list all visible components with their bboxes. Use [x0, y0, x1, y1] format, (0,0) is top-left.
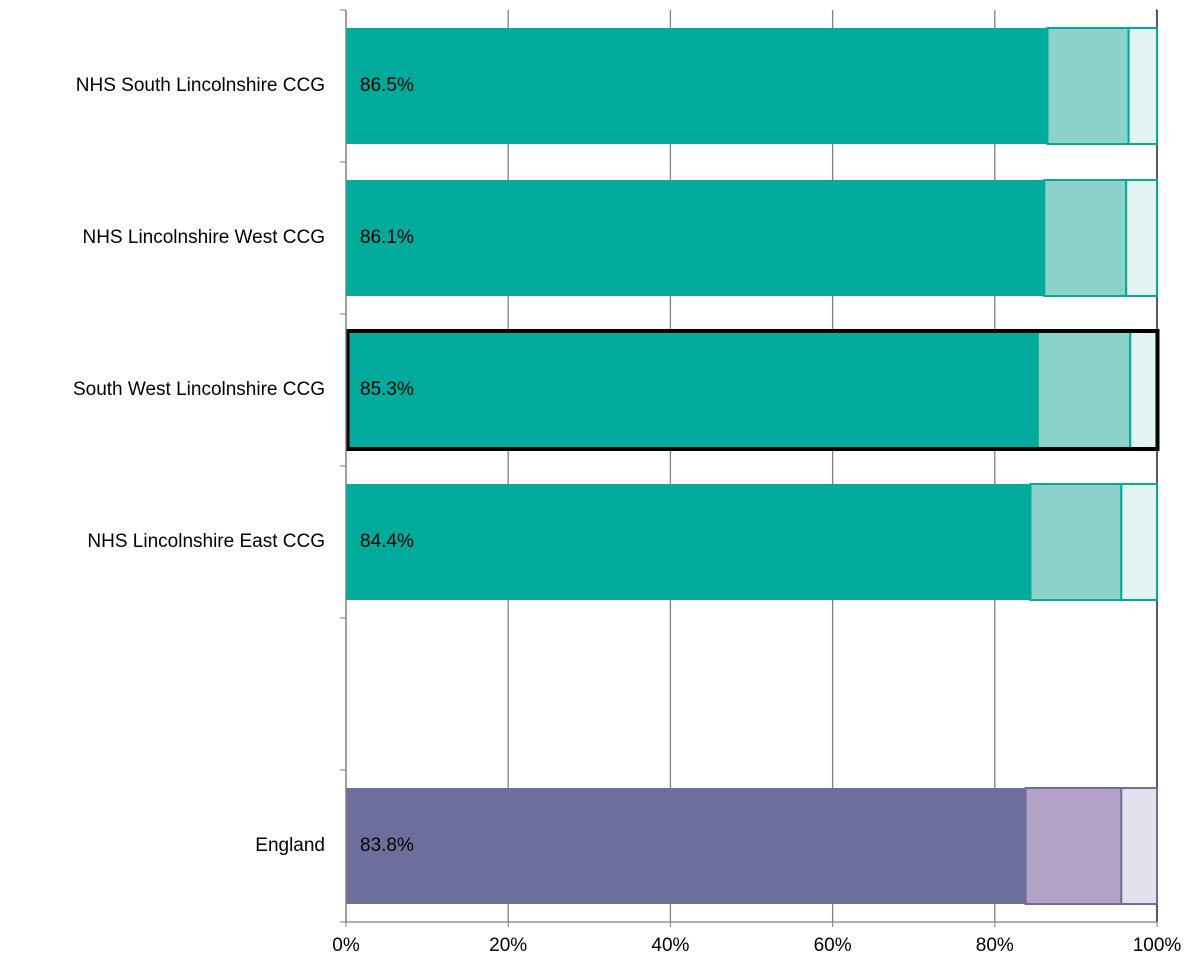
bar-segment: [1129, 331, 1159, 449]
bar-segment: [346, 180, 1045, 296]
bar-segment: [346, 28, 1048, 144]
x-tick-label: 20%: [489, 935, 527, 956]
x-tick-label: 60%: [814, 935, 852, 956]
category-label: England: [255, 835, 325, 856]
bar-segment: [1043, 179, 1128, 297]
data-label: 84.4%: [360, 531, 414, 552]
bar-segment: [1046, 27, 1130, 145]
highlight-box: [345, 329, 1160, 451]
bar-segment: [1024, 787, 1123, 905]
category-label: NHS Lincolnshire East CCG: [87, 531, 325, 552]
bar-segment: [346, 788, 1026, 904]
x-tick-label: 100%: [1133, 935, 1182, 956]
category-label: South West Lincolnshire CCG: [73, 379, 325, 400]
bar-segment: [346, 332, 1038, 448]
category-label: NHS Lincolnshire West CCG: [82, 227, 325, 248]
bar-segment: [1127, 27, 1158, 145]
bar-segment: [346, 484, 1031, 600]
bar-segment: [1120, 483, 1159, 601]
bar-segment: [1125, 179, 1159, 297]
bar-segment: [1036, 331, 1132, 449]
x-tick-label: 80%: [976, 935, 1014, 956]
data-label: 86.1%: [360, 227, 414, 248]
x-tick-label: 0%: [332, 935, 360, 956]
data-label: 83.8%: [360, 835, 414, 856]
category-label: NHS South Lincolnshire CCG: [76, 75, 325, 96]
bar-segment: [1120, 787, 1159, 905]
bar-segment: [1029, 483, 1123, 601]
x-tick-label: 40%: [651, 935, 689, 956]
data-label: 86.5%: [360, 75, 414, 96]
data-label: 85.3%: [360, 379, 414, 400]
